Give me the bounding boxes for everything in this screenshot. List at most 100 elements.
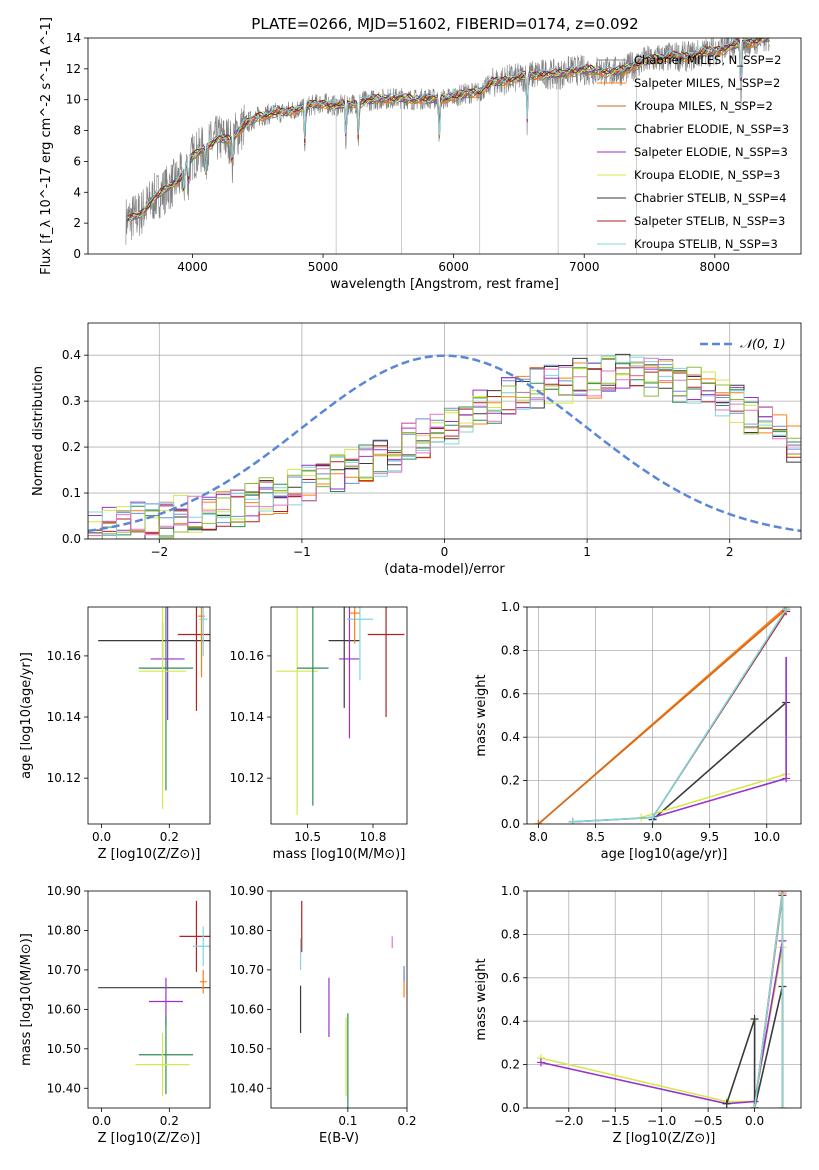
x-tick-label: 7000	[569, 260, 600, 274]
legend-label: Chabrier MILES, N_SSP=2	[634, 53, 781, 67]
y-tick-label: 10.12	[230, 771, 264, 785]
y-tick-label: 10.90	[230, 884, 264, 898]
x-axis-label: (data-model)/error	[384, 562, 505, 577]
plot-area-spectrum	[125, 38, 771, 254]
y-tick-label: 0.3	[62, 394, 81, 408]
y-tick-label: 8	[73, 124, 81, 138]
y-tick-label: 10.50	[47, 1042, 81, 1056]
x-tick-label: 0	[441, 545, 449, 559]
plot-area-z-weight	[527, 891, 801, 1108]
weight-marker	[750, 1104, 759, 1108]
y-tick-label: 10.80	[47, 923, 81, 937]
y-tick-label: 0.2	[62, 440, 81, 454]
panel-z-age: 0.0 0.2 10.12 10.14 10.16 Z [log10(Z/Z⊙)] age …	[19, 606, 211, 862]
y-tick-label: 0.0	[501, 1101, 520, 1115]
axes-frame	[87, 37, 802, 255]
gaussian-curve	[88, 354, 801, 533]
x-tick-label: 0.0	[92, 1114, 111, 1128]
x-tick-label: 8000	[700, 260, 731, 274]
plot-area-z-mass	[98, 900, 210, 1097]
weight-marker	[536, 1058, 545, 1067]
plot-area-mass-age	[276, 607, 405, 815]
panel-residuals: −2 −1 0 1 2 0.0 0.1 0.2 0.3 0.4 (data-model)/error…	[31, 322, 802, 577]
weight-line	[725, 986, 784, 1108]
x-tick-label: 0.2	[397, 1114, 416, 1128]
axes-frame	[270, 606, 408, 825]
x-tick-label: 0.0	[92, 830, 111, 844]
legend-label: Salpeter ELODIE, N_SSP=3	[634, 145, 788, 159]
x-tick-label: 10.8	[360, 830, 387, 844]
weight-marker	[568, 817, 577, 824]
y-tick-label: 0.0	[501, 817, 520, 831]
x-tick-label: 4000	[177, 260, 208, 274]
weight-marker	[782, 607, 791, 614]
legend-label: Kroupa ELODIE, N_SSP=3	[634, 168, 780, 182]
x-axis-label: E(B-V)	[319, 1131, 359, 1146]
axes-frame	[87, 322, 802, 540]
y-tick-label: 10.16	[47, 649, 81, 663]
legend-label: Kroupa STELIB, N_SSP=3	[634, 237, 778, 251]
x-tick-label: 9.5	[700, 830, 719, 844]
axes-frame	[526, 890, 802, 1109]
x-tick-label: −1.0	[647, 1114, 676, 1128]
legend-label: Salpeter STELIB, N_SSP=3	[634, 214, 785, 228]
model-spectrum-line	[126, 38, 770, 222]
y-axis-label: mass weight	[474, 674, 489, 756]
axes-frame	[87, 606, 211, 825]
panel-age-weight: 8.0 8.5 9.0 9.5 10.0 0.0 0.2 0.4 0.6 0.8 1.0 age [l…	[474, 600, 802, 862]
spectrum-title: PLATE=0266, MJD=51602, FIBERID=0174, z=0…	[251, 15, 638, 33]
model-spectrum-line	[126, 38, 762, 222]
y-tick-label: 10.90	[47, 884, 81, 898]
y-tick-label: 1.0	[501, 600, 520, 614]
legend-label: Kroupa MILES, N_SSP=2	[634, 99, 773, 113]
x-tick-label: −2	[150, 545, 168, 559]
weight-marker	[750, 1015, 759, 1024]
axes-frame	[526, 606, 802, 825]
y-tick-label: 10.12	[47, 771, 81, 785]
legend-label: Chabrier STELIB, N_SSP=4	[634, 191, 786, 205]
x-tick-label: −1.5	[601, 1114, 630, 1128]
legend-label: Salpeter MILES, N_SSP=2	[634, 76, 780, 90]
model-spectrum-line	[126, 38, 771, 221]
y-tick-label: 0.1	[62, 486, 81, 500]
weight-line	[753, 893, 784, 1108]
y-tick-label: 10.50	[230, 1042, 264, 1056]
y-tick-label: 0.4	[62, 348, 81, 362]
x-tick-label: 0.0	[745, 1114, 764, 1128]
plot-area-z-age	[98, 607, 210, 809]
y-tick-label: 0.2	[501, 1058, 520, 1072]
y-axis-label: age [log10(age/yr)]	[19, 652, 34, 779]
y-tick-label: 10	[66, 93, 81, 107]
panel-spectrum: 4000 5000 6000 7000 8000 0 2 4 6 8 10 12 14 wavelengt…	[39, 17, 802, 292]
y-tick-label: 10.60	[47, 1002, 81, 1016]
y-tick-label: 0.2	[501, 774, 520, 788]
x-axis-label: age [log10(age/yr)]	[601, 847, 728, 862]
y-tick-label: 10.40	[47, 1081, 81, 1095]
y-tick-label: 10.14	[47, 710, 81, 724]
y-tick-label: 0	[73, 247, 81, 261]
histogram-step	[88, 355, 801, 539]
y-tick-label: 0.8	[501, 643, 520, 657]
x-tick-label: 9.0	[643, 830, 662, 844]
y-tick-label: 6	[73, 154, 81, 168]
y-axis-label: mass weight	[474, 958, 489, 1040]
y-tick-label: 0.0	[62, 532, 81, 546]
weight-line	[652, 701, 787, 821]
x-tick-label: 10.0	[753, 830, 780, 844]
y-tick-label: 10.60	[230, 1002, 264, 1016]
panel-z-weight: −2.0 −1.5 −1.0 −0.5 0.0 0.0 0.2 0.4 0.6 0.8 1.0 Z […	[474, 884, 802, 1146]
y-tick-label: 10.14	[230, 710, 264, 724]
plot-area-residuals	[88, 323, 801, 539]
weight-line	[640, 773, 787, 819]
plot-area-ebv-mass	[299, 900, 405, 1108]
x-axis-label: Z [log10(Z/Z⊙)]	[98, 1131, 201, 1146]
y-axis-label: Flux [f_λ 10^-17 erg cm^-2 s^-1 A^-1]	[39, 17, 54, 275]
y-tick-label: 2	[73, 216, 81, 230]
panel-mass-age: 10.5 10.8 10.12 10.14 10.16 mass [log10(M/M⊙)…	[230, 606, 408, 862]
x-tick-label: 0.1	[338, 1114, 357, 1128]
y-tick-label: 10.40	[230, 1081, 264, 1095]
panel-ebv-mass: 0.1 0.2 10.40 10.50 10.60 10.70 10.80 10.90 E(B-…	[230, 884, 417, 1146]
y-tick-label: 0.4	[501, 1014, 520, 1028]
weight-line	[537, 608, 787, 824]
